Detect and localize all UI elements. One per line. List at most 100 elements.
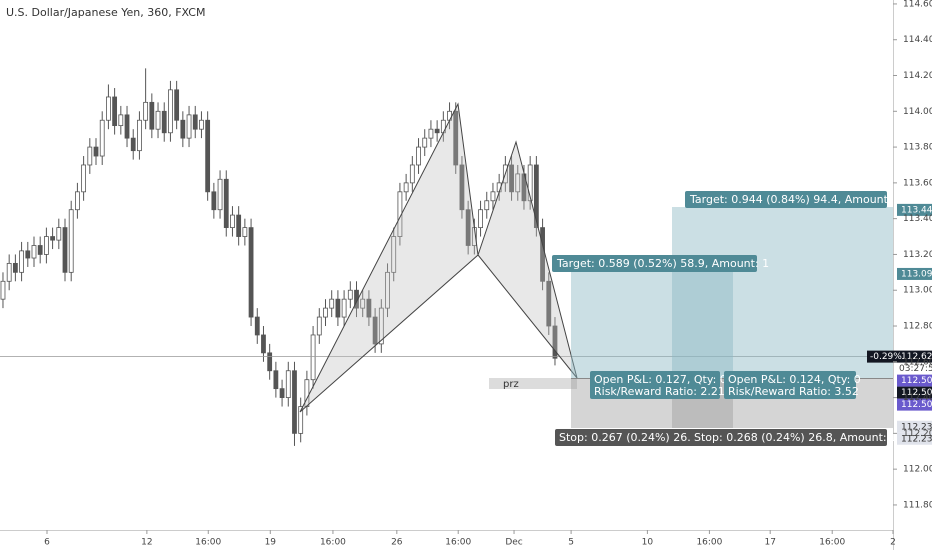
candle-body bbox=[341, 298, 347, 318]
y-tick-label: 113.600 bbox=[903, 178, 932, 188]
x-tick-label: 16:00 bbox=[195, 538, 221, 548]
x-tick-label: 6 bbox=[44, 538, 50, 548]
candle-body bbox=[75, 191, 80, 211]
candle-body bbox=[6, 262, 12, 282]
price-tag bbox=[897, 374, 932, 387]
target-label-box bbox=[685, 191, 887, 208]
x-tick-label: 12 bbox=[141, 538, 152, 548]
chart-title: U.S. Dollar/Japanese Yen, 360, FXCM bbox=[6, 6, 205, 19]
target-label-box bbox=[552, 255, 757, 272]
y-tick-label: 112.200 bbox=[903, 429, 932, 439]
y-tick-label: 113.400 bbox=[903, 214, 932, 224]
stop-label: Stop: 0.268 (0.24%) 26.8, Amount: 1 bbox=[694, 431, 897, 444]
candle-body bbox=[155, 110, 161, 130]
prz-box bbox=[489, 378, 577, 389]
target-zone bbox=[672, 207, 893, 378]
rr-label: Risk/Reward Ratio: 3.52 bbox=[728, 385, 859, 398]
x-tick-label: 16:00 bbox=[819, 538, 845, 548]
candle-body bbox=[192, 114, 198, 130]
y-tick-label: 113.800 bbox=[903, 143, 932, 153]
candle-body bbox=[527, 164, 533, 202]
candle-body bbox=[546, 280, 552, 327]
candle-body bbox=[254, 316, 260, 336]
candle-body bbox=[261, 334, 266, 354]
x-tick-label: 16:00 bbox=[320, 538, 346, 548]
price-tag-label: 113.449 bbox=[901, 205, 932, 215]
candle-body bbox=[478, 209, 483, 229]
y-tick-label: 113.000 bbox=[903, 286, 932, 296]
candle-body bbox=[347, 289, 353, 300]
candle-body bbox=[279, 388, 285, 398]
candle-body bbox=[31, 245, 37, 259]
stop-label-box bbox=[555, 429, 695, 446]
candle-body bbox=[459, 164, 465, 211]
candle-body bbox=[99, 119, 105, 157]
price-tags: 113.449 113.091 112.629-0.29% 03:27:55 112.5… bbox=[867, 203, 932, 445]
y-tick-label: 114.200 bbox=[903, 71, 932, 81]
pattern-xab bbox=[299, 102, 479, 413]
candle-body bbox=[310, 334, 316, 381]
candle-body bbox=[292, 370, 297, 434]
x-tick-label: 17 bbox=[764, 538, 775, 548]
y-tick-label: 112.000 bbox=[903, 465, 932, 475]
candle-body bbox=[174, 89, 180, 121]
price-tag-label: 113.091 bbox=[901, 269, 932, 279]
rr-label: Risk/Reward Ratio: 2.21 bbox=[594, 385, 725, 398]
candle-body bbox=[236, 214, 242, 237]
price-tag bbox=[897, 267, 932, 280]
target-zone bbox=[571, 272, 733, 378]
candle-body bbox=[217, 178, 223, 211]
candle-body bbox=[453, 110, 459, 166]
pnl-label: Open P&L: 0.124, Qty: 0 bbox=[728, 373, 861, 386]
candle-body bbox=[385, 271, 390, 309]
candle-body bbox=[416, 146, 421, 166]
y-tick-label: 114.600 bbox=[903, 0, 932, 9]
price-tag-label: 112.502 bbox=[901, 388, 932, 398]
stop-label: Stop: 0.267 (0.24%) 26.7 bbox=[559, 431, 698, 444]
price-tag bbox=[897, 420, 932, 433]
candle-body bbox=[509, 164, 514, 193]
y-tick-label: 113.200 bbox=[903, 250, 932, 260]
price-tag bbox=[897, 203, 932, 216]
candle-body bbox=[248, 227, 254, 318]
candle-body bbox=[242, 227, 248, 237]
price-tag-label: 112.235 bbox=[901, 434, 932, 444]
candle-body bbox=[0, 280, 6, 300]
candle-body bbox=[62, 227, 68, 273]
candle-body bbox=[124, 114, 130, 139]
candle-body bbox=[43, 236, 49, 255]
candle-body bbox=[180, 119, 186, 139]
candle-body bbox=[199, 119, 204, 130]
candle-body bbox=[112, 96, 118, 127]
candle-body bbox=[168, 89, 173, 134]
candle-body bbox=[25, 250, 31, 259]
candle-body bbox=[143, 101, 149, 121]
candle-body bbox=[230, 214, 235, 229]
candle-body bbox=[484, 200, 490, 211]
y-tick-label: 112.800 bbox=[903, 322, 932, 332]
x-tick-label: 2 bbox=[890, 538, 896, 548]
candle-body bbox=[211, 191, 217, 211]
candle-body bbox=[19, 250, 24, 273]
candle-body bbox=[12, 262, 18, 273]
pnl-box bbox=[590, 371, 720, 399]
target-label: Target: 0.944 (0.84%) 94.4, Amount: 1 bbox=[689, 193, 902, 206]
candle-body bbox=[285, 370, 291, 398]
price-tag-label: 112.505 bbox=[901, 376, 932, 386]
candle-body bbox=[366, 298, 372, 318]
candle-body bbox=[130, 137, 136, 152]
price-tag bbox=[897, 350, 932, 363]
x-tick-label: Dec bbox=[505, 538, 522, 548]
candle-body bbox=[552, 325, 558, 359]
candle-body bbox=[360, 298, 366, 309]
price-tag-label: 112.502 bbox=[901, 400, 932, 410]
price-tag-label: 112.237 bbox=[901, 422, 932, 432]
candle-body bbox=[186, 114, 192, 139]
candle-body bbox=[161, 110, 167, 134]
x-tick-label: 16:00 bbox=[445, 538, 471, 548]
x-tick-label: 16:00 bbox=[696, 538, 722, 548]
candle-body bbox=[335, 298, 341, 318]
candle-body bbox=[87, 146, 93, 166]
